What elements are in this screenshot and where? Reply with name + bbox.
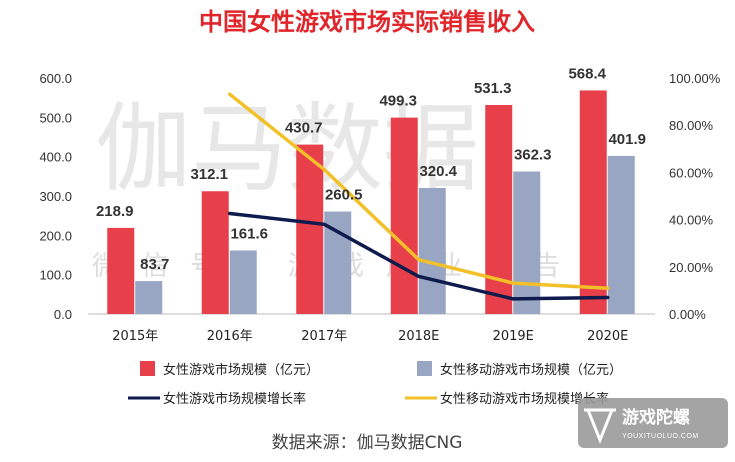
chart-title: 中国女性游戏市场实际销售收入 [199,8,535,36]
legend-swatch-mobile-market [417,361,432,376]
legend-label-female-market: 女性游戏市场规模（亿元） [163,362,319,378]
y-left-tick-label: 600.0 [39,71,72,86]
y-right-tick-label: 40.00% [669,213,714,228]
bar-mobile-market [419,188,446,314]
legend: 女性游戏市场规模（亿元） 女性移动游戏市场规模（亿元） 女性游戏市场规模增长率 … [128,361,622,407]
x-tick-label: 2018E [398,329,439,344]
data-label-female-market: 531.3 [474,80,512,97]
data-label-mobile-market: 161.6 [230,225,268,242]
bar-female-market [391,118,418,314]
bar-mobile-market [230,250,257,314]
legend-label-female-growth: 女性游戏市场规模增长率 [163,391,306,407]
bar-mobile-market [608,156,635,314]
y-left-tick-label: 500.0 [39,110,72,125]
legend-swatch-female-market [140,361,155,376]
x-axis: 2015年 2016年 2017年 2018E 2019E 2020E [112,329,628,344]
y-right-axis: 0.00% 20.00% 40.00% 60.00% 80.00% 100.00% [669,71,721,322]
source-note: 数据来源：伽马数据CNG [272,433,463,453]
x-tick-label: 2019E [493,329,534,344]
y-right-tick-label: 0.00% [669,307,706,322]
x-tick-label: 2015年 [112,329,158,344]
bar-mobile-market [135,281,162,314]
bar-mobile-market [513,171,540,314]
data-label-female-market: 218.9 [96,203,134,220]
x-tick-label: 2017年 [301,329,347,344]
data-label-mobile-market: 362.3 [514,146,552,163]
logo-name: 游戏陀螺 [622,407,690,428]
data-label-female-market: 568.4 [568,65,606,82]
y-left-tick-label: 0.0 [54,307,72,322]
y-left-tick-label: 200.0 [39,228,72,243]
y-left-tick-label: 300.0 [39,189,72,204]
data-label-mobile-market: 260.5 [325,187,363,204]
legend-label-mobile-market: 女性移动游戏市场规模（亿元） [440,362,622,378]
brand-logo: 游戏陀螺 YOUXITUOLUO.COM [578,398,728,448]
y-left-tick-label: 100.0 [39,268,72,283]
y-left-axis: 0.0 100.0 200.0 300.0 400.0 500.0 600.0 [39,71,72,322]
data-label-female-market: 312.1 [190,166,228,183]
logo-url: YOUXITUOLUO.COM [622,433,699,440]
data-label-female-market: 430.7 [285,120,323,137]
y-right-tick-label: 80.00% [669,118,714,133]
y-right-tick-label: 100.00% [669,71,721,86]
data-label-mobile-market: 83.7 [140,256,169,273]
bar-female-market [296,145,323,314]
data-label-female-market: 499.3 [379,93,417,110]
y-left-tick-label: 400.0 [39,150,72,165]
data-label-mobile-market: 320.4 [419,163,457,180]
x-tick-label: 2016年 [207,329,253,344]
bar-female-market [107,228,134,314]
y-right-tick-label: 20.00% [669,260,714,275]
data-label-mobile-market: 401.9 [608,131,646,148]
x-tick-label: 2020E [587,329,628,344]
bar-female-market [580,90,607,314]
bar-female-market [202,191,229,314]
y-right-tick-label: 60.00% [669,165,714,180]
